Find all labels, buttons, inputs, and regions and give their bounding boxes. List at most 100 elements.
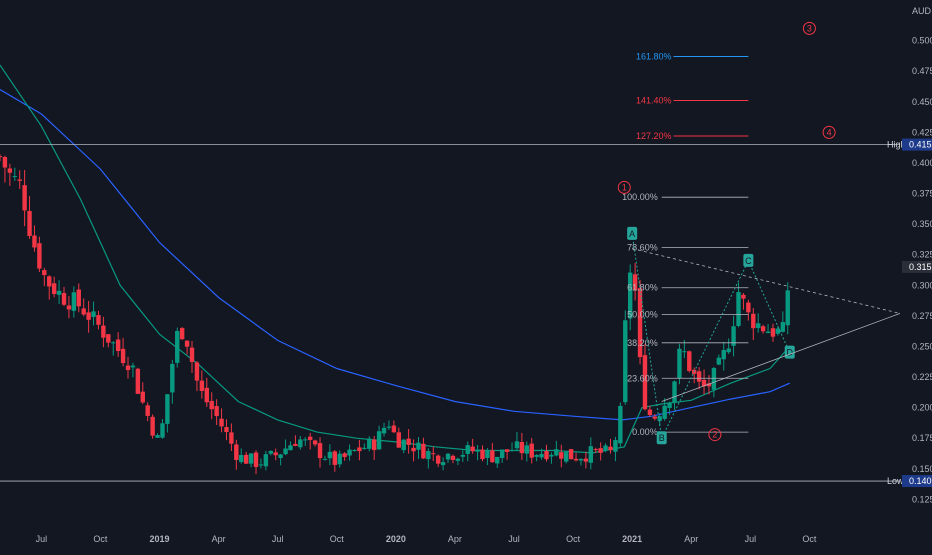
candle-body[interactable] [554,449,559,456]
candle-body[interactable] [583,458,589,462]
candle-body[interactable] [470,446,475,452]
price-axis[interactable]: AUD 0.125 0.150 0.175 0.200 0.225 0.250 0.275 0… [902,6,932,504]
candle-body[interactable] [490,450,495,463]
candle-body[interactable] [224,427,229,433]
candle-body[interactable] [332,451,337,465]
candle-body[interactable] [440,462,446,466]
abcd-point-marker[interactable] [743,253,754,267]
candle-body[interactable] [214,406,219,417]
candle-body[interactable] [519,441,525,454]
drawings-layer[interactable]: High Low 0.00% 23.60% 38.20% 50.00% 61.80% 78.6… [0,21,906,486]
candle-body[interactable] [362,447,367,449]
candle-body[interactable] [303,439,308,441]
candle-body[interactable] [667,402,672,409]
candle-body[interactable] [327,451,333,459]
candle-body[interactable] [386,426,392,428]
candle-body[interactable] [687,351,692,371]
candle-body[interactable] [317,443,323,459]
candle-body[interactable] [307,436,313,440]
candle-body[interactable] [435,455,441,464]
candle-body[interactable] [76,289,81,307]
candle-body[interactable] [485,450,490,458]
abcd-point-marker[interactable] [656,431,667,445]
candle-body[interactable] [381,427,387,434]
candle-body[interactable] [534,455,539,457]
candle-body[interactable] [406,438,411,445]
candle-body[interactable] [647,409,653,416]
candle-body[interactable] [248,453,254,464]
candle-body[interactable] [219,418,224,427]
candle-body[interactable] [337,453,342,465]
candle-body[interactable] [96,315,101,325]
candle-body[interactable] [696,371,702,382]
candle-body[interactable] [672,381,677,403]
candle-body[interactable] [460,454,466,457]
wave-label-circle[interactable] [822,125,836,139]
candle-body[interactable] [450,455,456,460]
candle-body[interactable] [81,308,86,315]
candle-body[interactable] [431,453,436,455]
candle-body[interactable] [189,347,195,362]
candle-body[interactable] [623,320,628,403]
candle-body[interactable] [780,322,786,332]
candle-body[interactable] [130,365,136,368]
candle-body[interactable] [239,455,244,463]
candle-body[interactable] [371,439,377,451]
candle-body[interactable] [716,357,722,365]
candle-body[interactable] [165,394,170,424]
candle-body[interactable] [529,443,534,458]
candle-body[interactable] [662,405,667,419]
triangle-lower-line[interactable] [661,313,901,402]
candle-body[interactable] [701,379,707,387]
candle-body[interactable] [184,340,190,347]
candle-body[interactable] [504,449,510,452]
candle-body[interactable] [603,445,608,451]
candle-body[interactable] [194,362,200,381]
candle-body[interactable] [573,458,579,461]
candle-body[interactable] [613,440,618,452]
candles-layer[interactable] [0,154,790,475]
candle-body[interactable] [627,272,633,319]
candle-body[interactable] [785,290,790,326]
candle-body[interactable] [283,448,288,455]
candle-body[interactable] [125,365,131,371]
candle-body[interactable] [539,453,544,458]
candle-body[interactable] [170,363,175,393]
candle-body[interactable] [86,312,91,320]
candle-body[interactable] [51,283,57,294]
candle-body[interactable] [475,449,480,452]
candle-body[interactable] [652,416,658,419]
candle-body[interactable] [106,334,111,343]
candle-body[interactable] [367,438,372,449]
candle-body[interactable] [637,288,643,358]
candle-body[interactable] [120,348,126,364]
candle-body[interactable] [101,325,106,338]
triangle-upper-line[interactable] [632,248,901,314]
candle-body[interactable] [17,179,22,181]
candle-body[interactable] [140,391,145,403]
candle-body[interactable] [426,451,431,460]
candle-body[interactable] [179,328,185,340]
candle-body[interactable] [347,449,352,456]
candle-body[interactable] [204,387,209,403]
candle-body[interactable] [160,423,165,438]
candle-body[interactable] [588,446,594,463]
candle-body[interactable] [37,243,42,269]
wave-label-circle[interactable] [708,428,722,442]
candle-body[interactable] [322,458,328,460]
candle-body[interactable] [278,454,283,459]
candle-body[interactable] [2,157,8,168]
candle-body[interactable] [706,383,712,387]
candle-body[interactable] [760,326,766,332]
time-axis[interactable]: Jul Oct 2019 Apr Jul Oct 2020 Apr Jul Oct 2021 Apr J… [36,534,817,544]
candle-body[interactable] [578,458,584,461]
abcd-point-marker[interactable] [627,226,638,240]
candle-body[interactable] [263,454,269,467]
candle-body[interactable] [421,443,426,459]
candle-body[interactable] [495,456,500,464]
candle-body[interactable] [243,454,249,464]
candle-body[interactable] [618,405,623,444]
candle-body[interactable] [27,210,32,236]
candle-body[interactable] [61,293,67,305]
